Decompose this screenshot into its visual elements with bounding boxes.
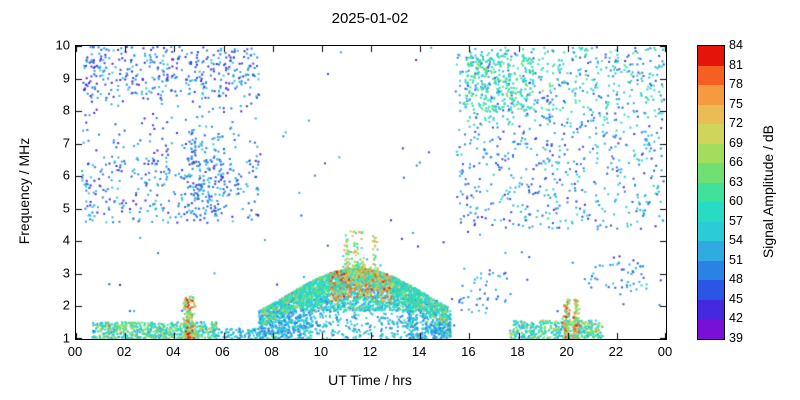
colorbar-segment: [698, 124, 724, 144]
colorbar-segment: [698, 202, 724, 222]
colorbar-tick-label: 81: [729, 57, 743, 72]
x-tick-label: 12: [362, 344, 378, 359]
y-tick-label: 10: [55, 37, 70, 53]
colorbar-segment: [698, 163, 724, 183]
colorbar-segment: [698, 85, 724, 105]
colorbar-segment: [698, 241, 724, 261]
y-axis-label: Frequency / MHz: [16, 137, 32, 245]
colorbar-tick-label: 75: [729, 96, 743, 111]
y-tick-label: 5: [62, 200, 70, 216]
colorbar-segment: [698, 182, 724, 203]
colorbar-segment: [698, 65, 724, 86]
x-tick-label: 04: [166, 344, 181, 359]
x-axis-label: UT Time / hrs: [328, 372, 412, 388]
colorbar-tick-label: 51: [729, 252, 743, 267]
colorbar-tick-label: 84: [729, 38, 743, 52]
colorbar-tick-label: 66: [729, 155, 743, 170]
colorbar-segment: [698, 104, 724, 125]
x-tick-label: 10: [313, 344, 329, 359]
colorbar-tick-label: 63: [729, 174, 743, 189]
y-axis-ticks: 1 2 3 4 5 6 7 8 9 10: [38, 38, 70, 346]
x-tick-label: 00: [67, 344, 83, 359]
colorbar-tick-label: 48: [729, 272, 743, 287]
colorbar-tick-label: 39: [729, 331, 743, 345]
colorbar-tick-label: 72: [729, 116, 743, 131]
x-tick-label: 16: [461, 344, 476, 359]
colorbar-tick-label: 78: [729, 77, 743, 92]
colorbar-ticks: 39 42 45 48 51 54 57 60 63 66 69 72 75 78 81 84: [729, 38, 759, 345]
y-tick-label: 8: [62, 102, 70, 118]
colorbar-segment: [698, 221, 724, 242]
y-tick-label: 4: [62, 232, 70, 248]
x-tick-label: 14: [411, 344, 427, 359]
y-tick-label: 1: [62, 330, 70, 346]
y-tick-label: 7: [62, 135, 70, 151]
x-tick-label: 06: [215, 344, 230, 359]
y-tick-label: 9: [62, 70, 70, 86]
x-axis-ticks: 00 02 04 06 08 10 12 14 16 18 20 22 00: [68, 344, 672, 360]
y-tick-label: 2: [62, 297, 70, 313]
colorbar: [697, 45, 725, 340]
y-tick-label: 6: [62, 167, 70, 183]
colorbar-tick-label: 54: [729, 233, 743, 248]
x-tick-label: 02: [116, 344, 132, 359]
colorbar-label-text: Signal Amplitude / dB: [760, 124, 776, 259]
plot-area: [75, 45, 667, 340]
x-tick-label: 22: [608, 344, 624, 359]
colorbar-label: Signal Amplitude / dB: [758, 45, 778, 338]
x-tick-label: 00: [657, 344, 673, 359]
colorbar-segment: [698, 143, 724, 164]
spectrogram-canvas: [76, 46, 666, 339]
x-tick-label: 20: [559, 344, 574, 359]
x-tick-label: 08: [264, 344, 279, 359]
colorbar-segment: [698, 260, 724, 281]
colorbar-tick-label: 42: [729, 311, 743, 326]
colorbar-segment: [698, 280, 724, 300]
colorbar-segment: [698, 319, 724, 339]
colorbar-tick-label: 57: [729, 213, 743, 228]
colorbar-segment: [698, 299, 724, 320]
colorbar-segment: [698, 46, 724, 66]
x-tick-label: 18: [510, 344, 525, 359]
chart-title: 2025-01-02: [331, 10, 409, 27]
colorbar-tick-label: 45: [729, 291, 743, 306]
colorbar-tick-label: 69: [729, 135, 743, 150]
y-tick-label: 3: [62, 265, 70, 281]
colorbar-tick-label: 60: [729, 194, 743, 209]
